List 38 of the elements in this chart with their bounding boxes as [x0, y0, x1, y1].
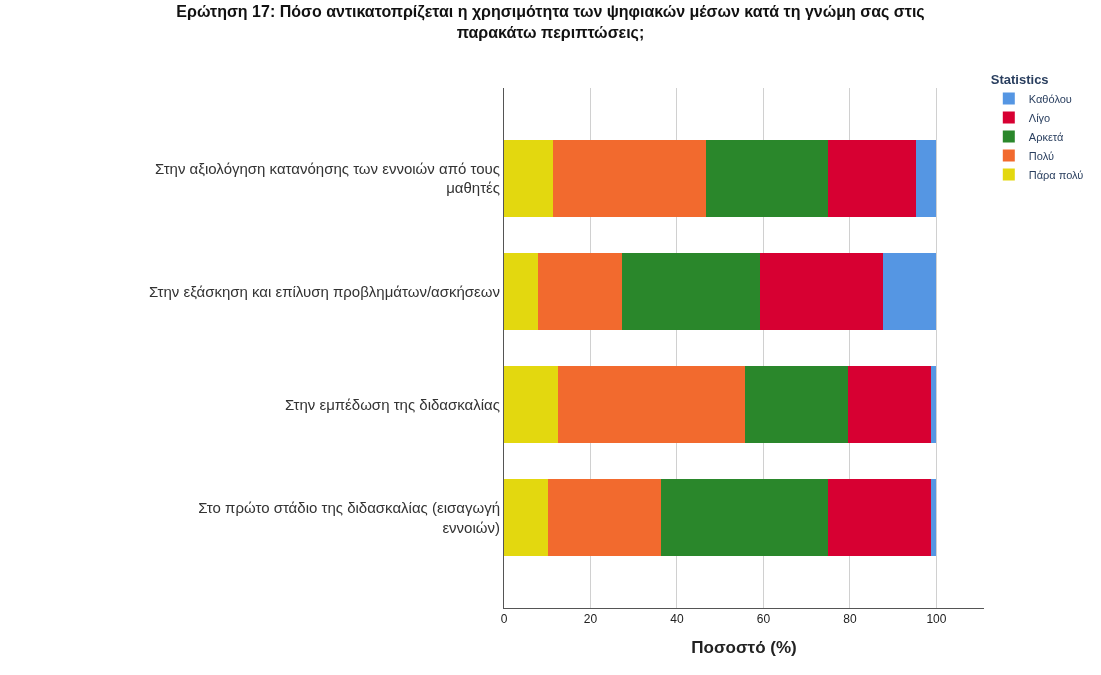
bar [504, 479, 549, 556]
bar [552, 140, 706, 217]
y-tick-label: Στην εξάσκηση και επίλυση προβλημάτων/ασκήσεων [148, 282, 500, 300]
legend-label: Πολύ [1028, 149, 1054, 162]
bar [916, 140, 937, 217]
bar [538, 253, 623, 330]
legend-label: Λίγο [1028, 111, 1051, 124]
legend-label: Καθόλου [1028, 92, 1072, 105]
bar [744, 366, 849, 443]
bar [828, 140, 917, 217]
y-tick-label: Στο πρώτο στάδιο της διδασκαλίας (εισαγωγή εννοιών) [198, 499, 500, 536]
legend-label: Αρκετά [1028, 130, 1064, 143]
bar [882, 253, 937, 330]
legend-title: Statistics [990, 72, 1049, 88]
x-tick-label: 20 [583, 612, 598, 627]
bar [848, 366, 932, 443]
x-tick-label: 100 [926, 612, 947, 627]
bar [931, 366, 937, 443]
bar [705, 140, 829, 217]
chart-title: Ερώτηση 17: Πόσο αντικατοπρίζεται η χρησιμότητα των ψηφιακών μέσων κατά τη γνώμη σας στις παρακάτω περιπτώσεις; [176, 2, 925, 42]
bar [931, 479, 937, 556]
bar [828, 479, 932, 556]
bar [504, 140, 553, 217]
bar [548, 479, 661, 556]
x-axis-title: Ποσοστό (%) [691, 637, 797, 657]
y-tick-label: Στην εμπέδωση της διδασκαλίας [284, 395, 500, 413]
bar [760, 253, 883, 330]
bar [504, 366, 558, 443]
x-tick-label: 60 [756, 612, 771, 627]
bar [557, 366, 745, 443]
bar [504, 253, 539, 330]
bar [660, 479, 829, 556]
x-tick-label: 80 [843, 612, 857, 627]
y-tick-label: Στην αξιολόγηση κατανόησης των εννοιών από τους μαθητές [155, 159, 500, 197]
bar [622, 253, 760, 330]
x-tick-label: 40 [670, 612, 684, 627]
x-tick-label: 0 [500, 612, 508, 627]
legend-label: Πάρα πολύ [1028, 168, 1084, 181]
